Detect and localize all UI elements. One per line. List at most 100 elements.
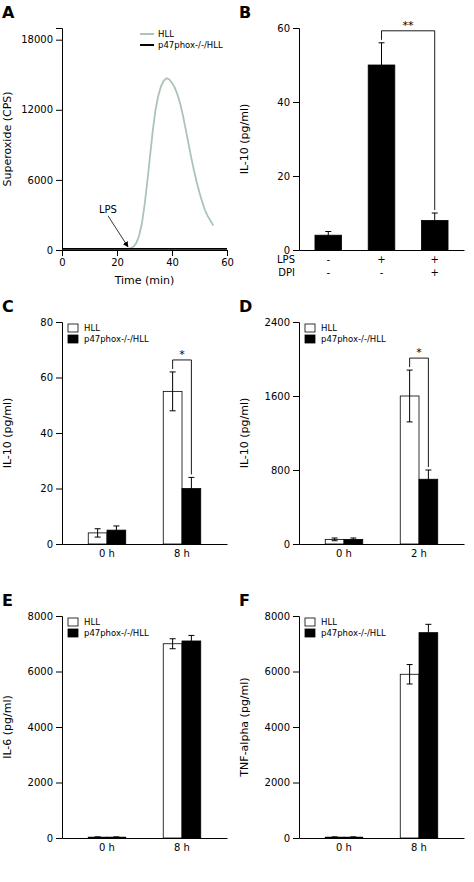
y-tick: 12000 [21,104,62,115]
y-tick-mark [293,28,299,29]
significance-bracket [410,358,429,467]
figure: 060001200018000LPS0204060Time (min)HLLp4… [0,0,474,882]
plot-marks [325,624,438,838]
y-tick: 2000 [265,777,299,788]
plot-marks [88,372,201,544]
y-tick: 6000 [265,666,299,677]
x-axis-line [63,251,228,257]
y-tick: 80 [40,317,62,328]
x-tick-label: 0 h [99,548,115,559]
panel: 020004000600080000 h8 hHLLp47phox-/-/HLL… [238,591,465,853]
significance-label: * [179,348,185,361]
x-tick: 8 h [174,548,190,559]
category-row-label: - [380,267,384,278]
y-tick-label: 1600 [265,391,290,402]
y-tick-mark [56,40,62,41]
x-tick-label: 2 h [411,548,427,559]
y-tick-mark [293,544,299,545]
y-axis-line [293,617,300,839]
category-row-label: + [431,267,439,278]
y-tick-label: 40 [40,428,53,439]
panel: 020004000600080000 h8 hHLLp47phox-/-/HLL… [1,591,228,853]
error-bar [113,836,119,838]
plot-marks [62,78,227,249]
x-tick: 0 h [336,548,352,559]
x-tick: 40 [166,250,179,268]
x-axis-line [300,250,465,251]
x-axis [300,250,465,251]
series-line [62,248,227,250]
y-axis: 080016002400 [265,317,300,550]
y-tick-label: 4000 [28,722,53,733]
error-bar [407,665,413,684]
legend-item: HLL [68,617,100,627]
y-axis-line [56,323,63,545]
legend-item: HLL [68,323,100,333]
x-tick: 8 h [411,842,427,853]
y-tick-mark [56,838,62,839]
legend-label: p47phox-/-/HLL [84,334,149,344]
x-tick-label: 8 h [174,548,190,559]
y-tick-mark [293,672,299,673]
chart-container: 060001200018000LPS0204060Time (min)HLLp4… [0,0,474,882]
y-tick-label: 6000 [28,175,53,186]
x-tick-label: 0 [59,257,65,268]
bar [107,837,126,838]
y-axis-title: IL-10 (pg/ml) [238,104,251,175]
x-tick: 8 h [174,842,190,853]
bar [325,837,344,838]
legend-swatch [305,335,315,343]
y-tick-mark [293,250,299,251]
y-tick: 4000 [265,722,299,733]
y-tick: 60 [277,23,299,34]
y-axis-line [293,29,300,251]
bar [419,633,438,838]
category-row-label: + [377,254,385,265]
y-tick-mark [293,322,299,323]
x-axis: 0 h 2 h [300,545,465,560]
y-tick-label: 6000 [265,666,290,677]
significance-label: ** [403,19,415,32]
bar [163,644,182,838]
annotations: ** [382,19,435,210]
y-tick-label: 60 [277,23,290,34]
significance-bracket [173,360,192,474]
y-tick-mark [56,616,62,617]
annotations: * [410,346,429,467]
x-axis-title: Time (min) [114,274,175,287]
y-tick-label: 20 [40,483,53,494]
x-axis-line [300,544,465,545]
panel-title: E [2,591,13,610]
error-bar [95,529,101,537]
y-tick: 8000 [28,611,62,622]
error-bar [425,470,431,489]
x-tick-mark [62,250,63,256]
panel-title: A [2,3,15,22]
y-tick: 18000 [21,34,62,45]
legend-swatch [68,324,78,332]
error-bar [170,639,176,649]
panel: 0204060**LPS-++DPI--+IL-10 (pg/ml)B [238,3,465,278]
y-axis-line [56,617,63,839]
y-tick-mark [293,616,299,617]
y-tick: 4000 [28,722,62,733]
y-tick: 20 [277,171,299,182]
legend: HLLp47phox-/-/HLL [305,617,386,638]
y-tick-mark [293,727,299,728]
y-tick-mark [293,396,299,397]
x-axis: 0204060 [59,250,234,268]
bar [368,65,395,250]
y-tick-label: 60 [40,372,53,383]
y-tick-label: 2000 [265,777,290,788]
y-tick-mark [293,783,299,784]
error-bar [407,370,413,422]
legend-label: HLL [84,617,100,627]
y-tick-label: 80 [40,317,53,328]
legend-swatch [140,33,154,35]
legend-label: p47phox-/-/HLL [321,628,386,638]
y-tick-mark [56,322,62,323]
legend-label: p47phox-/-/HLL [321,334,386,344]
legend-swatch [140,44,154,46]
error-bar [325,232,331,239]
legend-swatch [68,629,78,637]
